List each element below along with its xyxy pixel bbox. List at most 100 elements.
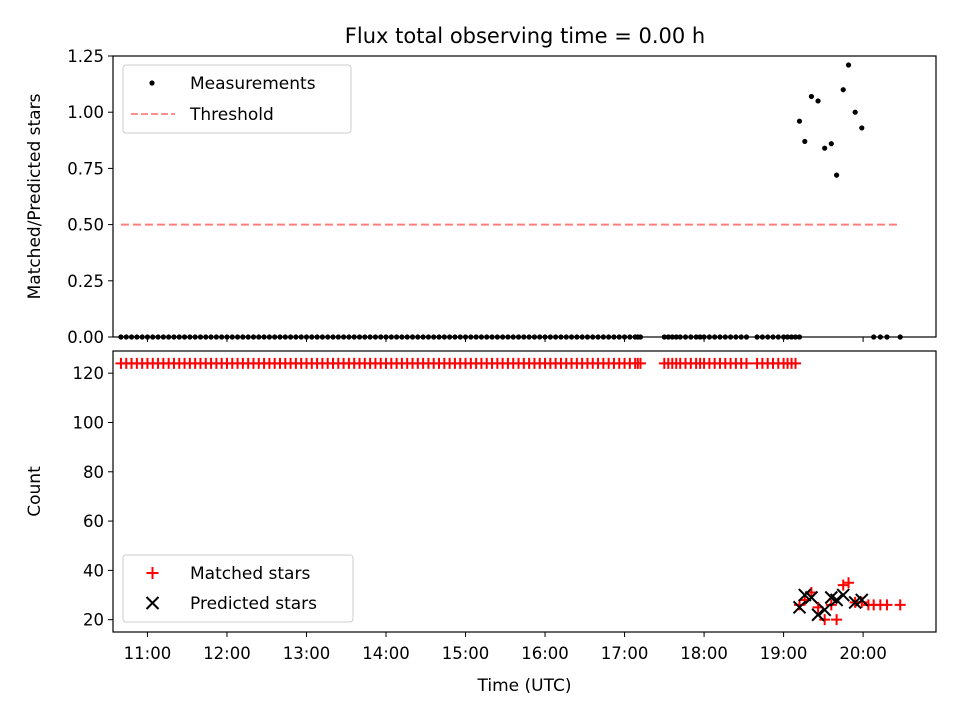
measurement-point-zero-32 <box>287 334 294 340</box>
count-xtick-label-5: 16:00 <box>521 644 569 663</box>
measurement-point-zero-16 <box>203 334 209 340</box>
measurement-point-zero-39 <box>325 334 331 340</box>
measurement-point-zero-101 <box>665 334 671 340</box>
ratio-ytick-label-2: 0.50 <box>67 216 104 235</box>
measurement-point-zero-116 <box>738 334 744 340</box>
measurement-point-zero-129 <box>877 334 883 340</box>
measurement-point-zero-51 <box>388 334 394 340</box>
measurement-point-zero-66 <box>468 334 474 340</box>
count-xtick-label-4: 15:00 <box>442 644 490 663</box>
measurement-point-zero-47 <box>367 334 373 340</box>
measurement-point-zero-15 <box>197 334 204 340</box>
measurement-point-zero-59 <box>431 334 437 340</box>
measurement-point-zero-82 <box>553 334 559 340</box>
measurement-point-zero-55 <box>409 334 416 340</box>
legend-predicted-marker <box>145 596 160 610</box>
legend-matched-marker <box>146 567 159 579</box>
ratio-legend-box <box>122 64 352 134</box>
legend-measurement-marker <box>149 80 155 86</box>
legend-matched-label: Matched stars <box>190 564 310 584</box>
measurement-point-zero-4 <box>139 334 145 340</box>
measurement-point-zero-46 <box>362 334 368 340</box>
measurement-point-zero-41 <box>335 334 341 340</box>
count-y-ticks: 20 40 60 80 100 120 <box>73 364 113 630</box>
predicted-star-point-7 <box>836 588 850 602</box>
measurement-point-zero-128 <box>871 334 877 340</box>
measurement-point-zero-49 <box>378 334 384 340</box>
count-x-ticks: 11:00 12:00 13:00 14:00 15:00 16:00 17:00 18:00… <box>124 632 887 663</box>
measurement-point-zero-117 <box>743 334 750 340</box>
ratio-y-ticks: 0.00 0.25 0.50 0.75 1.00 1.25 <box>67 47 113 347</box>
measurement-point-zero-65 <box>462 334 469 340</box>
measurement-point-zero-20 <box>224 334 230 340</box>
matched-star-point-7 <box>837 579 849 591</box>
ratio-ytick-label-3: 0.75 <box>67 159 104 178</box>
count-ytick-label-4: 100 <box>73 413 105 432</box>
count-xtick-label-3: 14:00 <box>362 644 410 663</box>
measurement-point-0 <box>796 118 803 124</box>
measurement-point-8 <box>845 62 852 68</box>
count-panel: Count Time (UTC) 20 40 60 80 100 120 11:00 12:… <box>25 350 937 696</box>
measurement-point-zero-58 <box>425 334 432 340</box>
measurement-point-zero-75 <box>515 334 522 340</box>
measurement-point-zero-83 <box>558 334 564 340</box>
matched-star-point-4 <box>819 614 831 626</box>
measurement-point-zero-14 <box>192 334 198 340</box>
measurement-point-zero-8 <box>160 334 166 340</box>
count-xtick-label-0: 11:00 <box>124 644 172 663</box>
predicted-star-markers <box>792 588 869 622</box>
ratio-ytick-label-4: 1.00 <box>67 103 104 122</box>
measurement-point-zero-108 <box>697 334 703 340</box>
measurement-point-zero-44 <box>351 334 357 340</box>
measurement-point-zero-131 <box>897 334 903 340</box>
measurement-point-zero-1 <box>123 334 129 340</box>
measurement-point-zero-119 <box>759 334 765 340</box>
measurement-point-zero-102 <box>669 334 675 340</box>
measurement-point-zero-5 <box>144 334 151 340</box>
measurement-point-zero-77 <box>526 334 532 340</box>
ratio-panel: Matched/Predicted stars 0.00 0.25 0.50 0.75… <box>25 47 937 347</box>
measurement-point-zero-13 <box>187 334 193 340</box>
ratio-ytick-label-1: 0.25 <box>67 272 104 291</box>
matched-star-point-const-117 <box>740 357 752 369</box>
matched-star-point-8 <box>843 577 855 589</box>
measurement-point-zero-95 <box>621 334 628 340</box>
measurement-point-5 <box>828 141 834 147</box>
measurement-point-zero-122 <box>775 334 781 340</box>
measurement-point-zero-33 <box>293 334 299 340</box>
measurement-point-zero-17 <box>208 334 214 340</box>
measurement-point-zero-114 <box>727 334 734 340</box>
measurement-point-zero-6 <box>150 334 156 340</box>
measurement-point-3 <box>815 98 821 104</box>
measurement-point-zero-80 <box>542 334 548 340</box>
x-axis-label: Time (UTC) <box>477 676 572 696</box>
count-ytick-label-5: 120 <box>73 364 105 383</box>
measurement-points <box>118 62 903 340</box>
legend-measurements-label: Measurements <box>190 74 316 94</box>
measurement-point-zero-81 <box>547 334 553 340</box>
measurement-point-zero-26 <box>256 334 262 340</box>
count-ytick-label-3: 80 <box>83 463 104 482</box>
count-xtick-label-1: 12:00 <box>203 644 251 663</box>
measurement-point-zero-45 <box>356 334 363 340</box>
measurement-point-zero-23 <box>240 334 246 340</box>
measurement-point-zero-31 <box>282 334 288 340</box>
count-xtick-label-8: 19:00 <box>760 644 808 663</box>
measurement-point-zero-87 <box>579 334 585 340</box>
measurement-point-9 <box>852 109 858 115</box>
measurement-point-7 <box>840 87 846 93</box>
measurement-point-zero-9 <box>166 334 172 340</box>
measurement-point-zero-62 <box>447 334 453 340</box>
count-y-axis-label: Count <box>25 466 45 517</box>
predicted-star-point-3 <box>811 608 825 622</box>
measurement-point-zero-34 <box>298 334 304 340</box>
matched-star-point-const-126 <box>790 357 802 369</box>
measurement-point-zero-10 <box>171 334 177 340</box>
count-xtick-label-2: 13:00 <box>283 644 331 663</box>
measurement-point-zero-67 <box>473 334 479 340</box>
measurement-point-6 <box>834 172 840 178</box>
measurement-point-zero-38 <box>319 334 325 340</box>
matched-star-point-const-99 <box>634 357 646 369</box>
measurement-point-zero-85 <box>568 334 575 340</box>
